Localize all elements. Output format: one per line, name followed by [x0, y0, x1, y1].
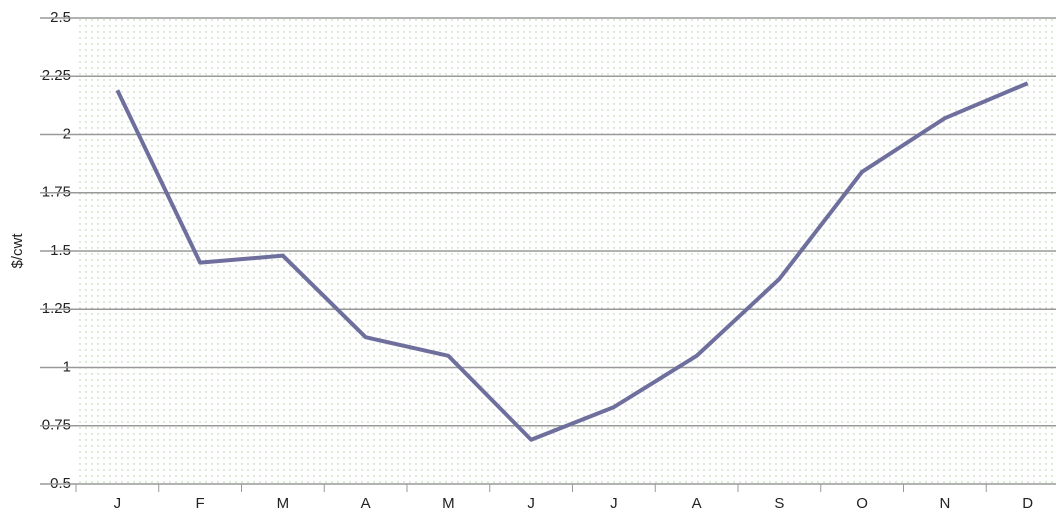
y-axis-label: $/cwt	[9, 233, 26, 269]
x-tick-label: J	[610, 495, 618, 512]
x-tick-label: J	[114, 495, 122, 512]
x-tick-label: J	[527, 495, 535, 512]
x-tick-label: M	[442, 495, 455, 512]
x-tick-label: A	[361, 495, 371, 512]
x-tick-label: M	[277, 495, 290, 512]
x-tick-label: N	[939, 495, 950, 512]
x-tick-label: D	[1022, 495, 1033, 512]
x-tick-label: O	[856, 495, 868, 512]
line-series	[115, 81, 1029, 442]
x-tick-label: A	[692, 495, 702, 512]
x-tick-label: S	[774, 495, 784, 512]
x-tick-label: F	[196, 495, 205, 512]
